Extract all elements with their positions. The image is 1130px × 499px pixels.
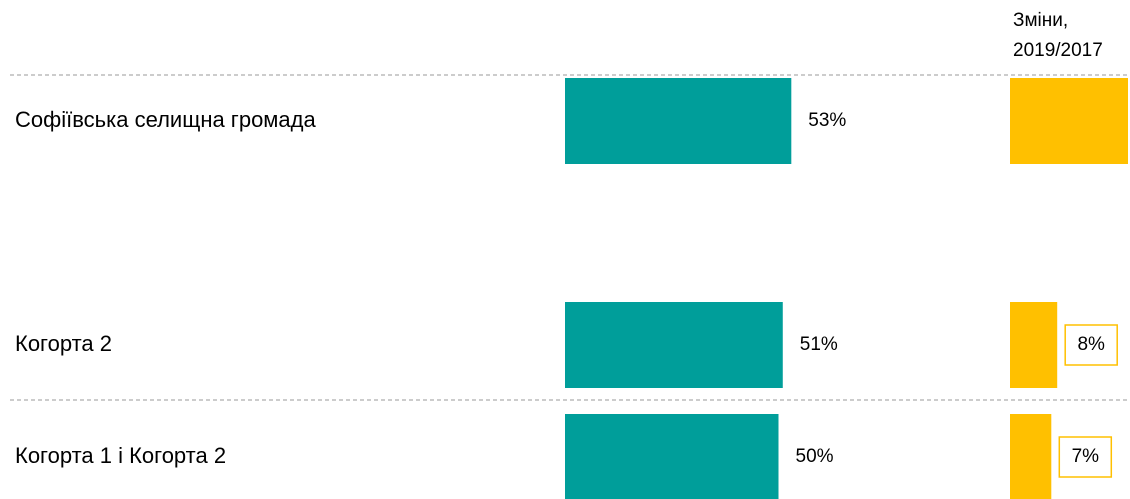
change-bar: [1010, 302, 1058, 388]
category-label: Софіївська селищна громада: [15, 107, 317, 132]
change-label: 8%: [1077, 334, 1105, 355]
change-label-box: [1064, 324, 1118, 366]
change-label: 7%: [1072, 446, 1100, 467]
value-label: 53%: [808, 110, 846, 131]
change-label-box: [1058, 436, 1113, 478]
category-label: Когорта 1 і Когорта 2: [15, 443, 226, 468]
value-label: 51%: [800, 334, 838, 355]
bar: [565, 414, 779, 499]
change-bar: [1010, 78, 1128, 164]
bar: [565, 302, 783, 388]
bar: [565, 78, 792, 164]
change-bar: [1010, 414, 1052, 499]
category-label: Когорта 2: [15, 331, 112, 356]
value-label: 50%: [796, 446, 834, 467]
change-header: Зміни, 2019/2017: [1013, 10, 1103, 61]
